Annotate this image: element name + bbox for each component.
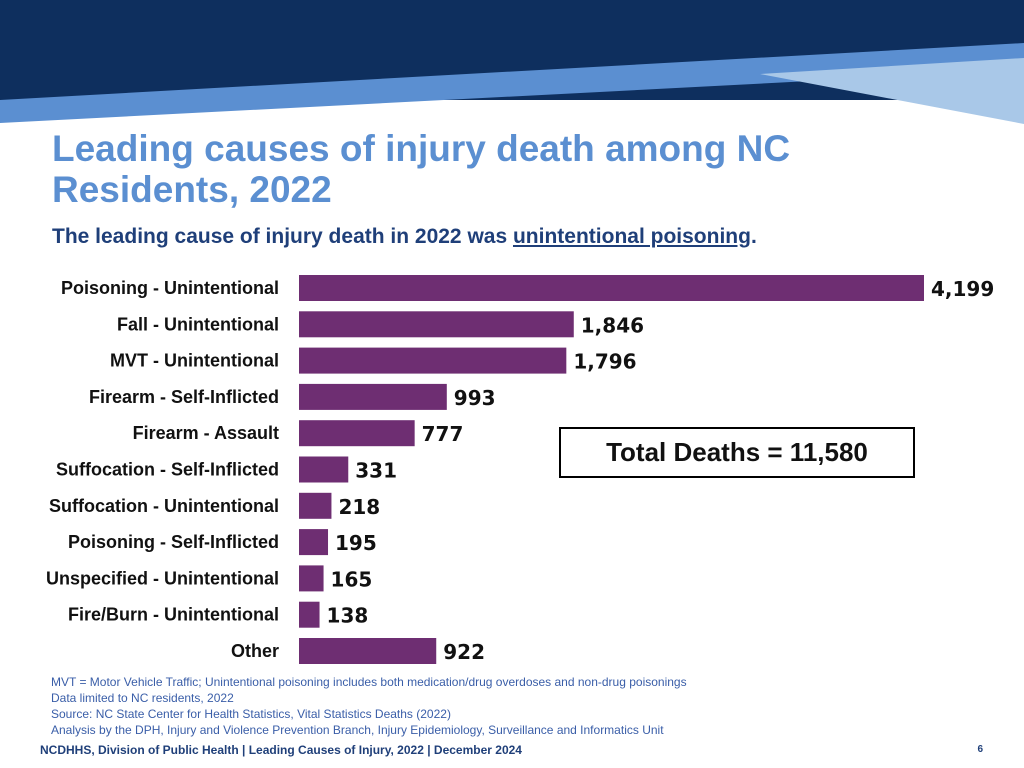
bar	[299, 347, 567, 374]
value-label: 331	[355, 459, 397, 483]
bar	[299, 311, 574, 338]
page-subtitle: The leading cause of injury death in 202…	[52, 223, 992, 251]
value-label: 922	[443, 640, 485, 664]
category-label: Fire/Burn - Unintentional	[68, 605, 279, 625]
page-number: 6	[977, 744, 983, 755]
bar	[299, 492, 332, 519]
value-label: 195	[335, 531, 377, 555]
category-label: Poisoning - Unintentional	[61, 278, 279, 298]
header-banner	[0, 0, 1024, 124]
note-line: Data limited to NC residents, 2022	[51, 691, 234, 705]
value-label: 777	[422, 422, 464, 446]
subtitle-emphasis: unintentional poisoning	[512, 225, 751, 248]
category-label: Fall - Unintentional	[117, 314, 279, 334]
category-label: Firearm - Self-Inflicted	[89, 387, 279, 407]
note-line: MVT = Motor Vehicle Traffic; Unintention…	[51, 675, 687, 689]
value-label: 1,796	[573, 350, 636, 374]
total-deaths-box: Total Deaths = 11,580	[559, 427, 915, 478]
category-label: Suffocation - Self-Inflicted	[56, 460, 279, 480]
chart-notes: MVT = Motor Vehicle Traffic; Unintention…	[51, 674, 951, 738]
value-label: 165	[331, 567, 373, 591]
category-label: Suffocation - Unintentional	[49, 496, 279, 516]
bar	[299, 529, 329, 556]
subtitle-period: .	[750, 225, 757, 248]
note-line: Source: NC State Center for Health Stati…	[51, 707, 451, 721]
bar	[299, 420, 415, 447]
bar	[299, 275, 924, 301]
bar	[299, 456, 349, 483]
category-label: MVT - Unintentional	[110, 351, 279, 371]
value-label: 218	[338, 495, 380, 519]
bar	[299, 565, 324, 592]
category-label: Firearm - Assault	[133, 423, 279, 443]
value-label: 138	[327, 604, 369, 628]
value-label: 1,846	[581, 313, 644, 337]
category-label: Poisoning - Self-Inflicted	[68, 532, 279, 552]
note-line: Analysis by the DPH, Injury and Violence…	[51, 723, 664, 737]
category-label: Unspecified - Unintentional	[46, 568, 279, 588]
value-label: 4,199	[931, 277, 994, 301]
bar	[299, 601, 320, 628]
bar	[299, 383, 447, 410]
category-label: Other	[231, 641, 279, 661]
subtitle-text: The leading cause of injury death in 202…	[52, 225, 513, 248]
value-label: 993	[454, 386, 496, 410]
page-title: Leading causes of injury death among NC …	[52, 128, 791, 210]
footer-text: NCDHHS, Division of Public Health | Lead…	[40, 743, 522, 757]
injury-deaths-bar-chart: Poisoning - Unintentional 4,199 Fall - Uni…	[46, 275, 994, 664]
banner-light-stripe	[760, 58, 1024, 124]
bar	[299, 638, 437, 664]
banner-mid-stripe	[0, 43, 1024, 123]
